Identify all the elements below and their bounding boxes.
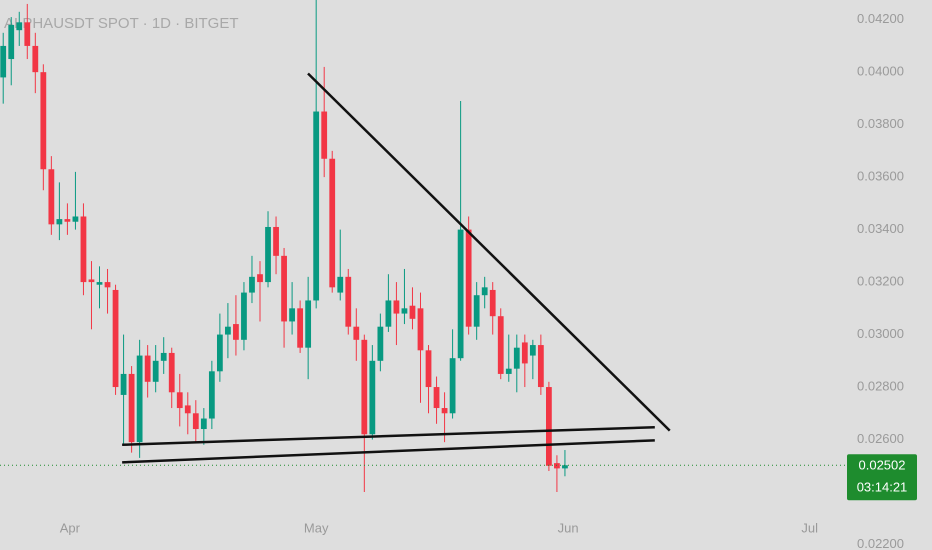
candle-body <box>241 292 247 340</box>
candle-body <box>40 72 47 170</box>
candle-body <box>200 418 207 430</box>
x-tick-label: Jun <box>558 520 579 535</box>
candle-body <box>433 387 440 409</box>
candle-body <box>441 408 448 414</box>
y-tick-label: 0.03400 <box>857 221 904 236</box>
candle-body <box>465 229 472 327</box>
countdown-label: 03:14:21 <box>857 480 908 495</box>
candle-body <box>297 308 304 348</box>
candle-body <box>449 358 456 414</box>
candle-body <box>72 216 79 222</box>
x-tick-label: May <box>304 520 329 535</box>
candle-body <box>64 219 71 222</box>
candle-body <box>401 308 408 314</box>
candle-body <box>273 226 279 256</box>
candle-body <box>321 111 328 159</box>
y-tick-label: 0.04200 <box>857 11 904 26</box>
candle-body <box>136 355 143 443</box>
candle-body <box>0 45 7 78</box>
candle-body <box>353 326 360 340</box>
candle-body <box>88 279 95 283</box>
trendline <box>307 72 671 432</box>
y-tick-label: 0.03200 <box>857 274 904 289</box>
chart-title: ALPHAUSDT SPOT · 1D · BITGET <box>4 15 239 32</box>
candle-body <box>345 276 352 327</box>
candle-body <box>546 387 552 466</box>
candle-body <box>120 373 127 395</box>
candle-body <box>313 111 320 301</box>
x-tick-label: Jul <box>801 520 818 535</box>
candle-body <box>305 300 312 348</box>
candle-body <box>80 216 87 283</box>
y-tick-label: 0.03000 <box>857 326 904 341</box>
y-tick-label: 0.03600 <box>857 169 904 184</box>
trendline <box>122 439 655 464</box>
candle-body <box>152 360 159 382</box>
candle-body <box>104 282 111 288</box>
candle-body <box>160 352 167 361</box>
candle-body <box>473 295 480 327</box>
candle-body <box>265 226 271 283</box>
candle-body <box>168 352 175 393</box>
candle-body <box>489 289 496 317</box>
candle-body <box>192 413 199 430</box>
candle-body <box>329 158 336 288</box>
y-tick-label: 0.02600 <box>857 431 904 446</box>
candle-body <box>96 282 103 285</box>
candle-body <box>56 219 63 225</box>
candle-body <box>257 274 263 283</box>
candle-body <box>176 392 183 409</box>
y-tick-label: 0.04000 <box>857 64 904 79</box>
candle-body <box>112 289 119 388</box>
candle-body <box>481 287 488 296</box>
candle-body <box>409 305 416 319</box>
candle-body <box>369 360 376 435</box>
candle-body <box>184 405 191 414</box>
candle-body <box>361 339 368 435</box>
candle-body <box>457 229 464 359</box>
candle-body <box>562 465 568 469</box>
candle-body <box>425 350 432 388</box>
candle-body <box>281 255 287 322</box>
last-price-label: 0.02502 <box>859 458 906 473</box>
candle-body <box>24 22 31 46</box>
candle-body <box>377 326 384 361</box>
candle-body <box>505 368 512 374</box>
y-tick-label: 0.03800 <box>857 116 904 131</box>
candle-body <box>32 45 39 73</box>
candle-body <box>337 276 344 293</box>
candle-body <box>144 355 151 382</box>
candle-body <box>225 326 231 335</box>
candle-body <box>208 371 215 419</box>
candle-body <box>289 308 295 322</box>
candle-body <box>521 342 528 364</box>
candle-body <box>16 22 23 31</box>
candle-body <box>513 347 520 369</box>
x-tick-label: Apr <box>60 520 81 535</box>
candle-body <box>385 300 392 327</box>
candle-body <box>233 324 239 340</box>
y-tick-label: 0.02800 <box>857 378 904 393</box>
candle-body <box>417 308 424 351</box>
candle-body <box>216 334 223 372</box>
candle-body <box>497 316 504 374</box>
candle-body <box>529 345 536 356</box>
candle-body <box>128 373 135 443</box>
candle-body <box>393 300 400 314</box>
candle-body <box>537 345 544 388</box>
last-price-box <box>847 454 917 501</box>
trendline <box>122 425 655 447</box>
candle-body <box>249 276 255 293</box>
candle-body <box>554 463 560 469</box>
candle-body <box>48 169 55 225</box>
candle-body <box>8 24 15 60</box>
y-tick-label: 0.02200 <box>857 536 904 550</box>
